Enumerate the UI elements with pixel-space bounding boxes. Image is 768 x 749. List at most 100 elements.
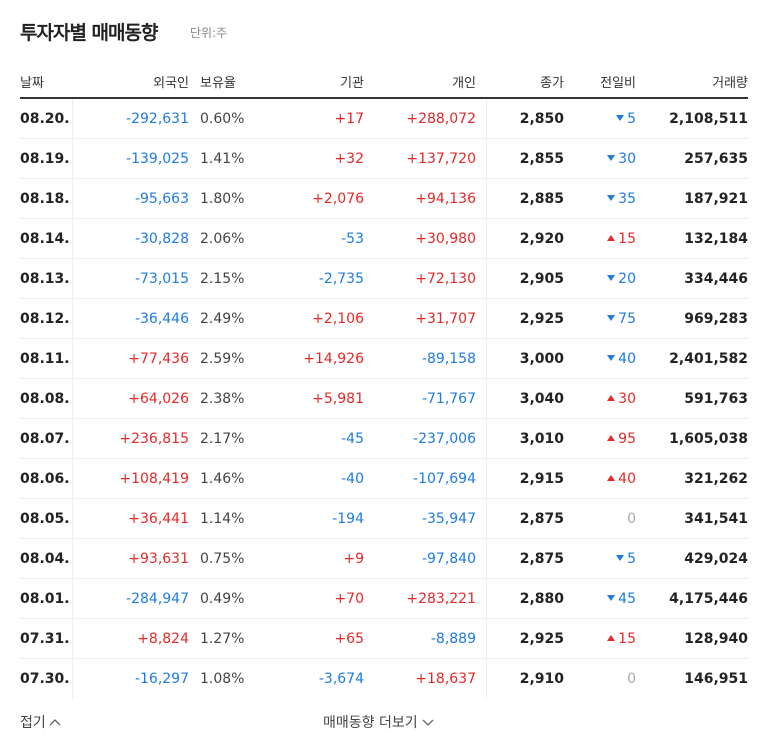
individual-cell: +94,136: [415, 191, 476, 207]
individual-cell: +283,221: [406, 591, 476, 607]
row-rule: [20, 418, 748, 419]
foreign-cell: +108,419: [119, 471, 189, 487]
close-cell: 2,925: [519, 311, 564, 327]
foreign-cell: +93,631: [128, 551, 189, 567]
individual-cell: -97,840: [421, 551, 476, 567]
change-cell: 75: [580, 299, 636, 339]
change-cell: 30: [580, 379, 636, 419]
close-cell: 2,910: [519, 671, 564, 687]
foreign-cell: -73,015: [134, 271, 189, 287]
date-cell: 07.31.: [20, 631, 70, 647]
change-cell: 20: [580, 259, 636, 299]
column-header: 종가: [540, 76, 564, 91]
institution-cell: +17: [334, 111, 364, 127]
volume-cell: 132,184: [684, 231, 748, 247]
holding-ratio-cell: 1.80%: [200, 191, 245, 207]
institution-cell: -2,735: [318, 271, 364, 287]
row-rule: [20, 178, 748, 179]
change-cell: 95: [580, 419, 636, 459]
row-rule: [20, 498, 748, 499]
row-rule: [20, 258, 748, 259]
close-cell: 3,000: [519, 351, 564, 367]
holding-ratio-cell: 2.17%: [200, 431, 245, 447]
change-cell: 40: [580, 459, 636, 499]
individual-cell: -237,006: [413, 431, 476, 447]
arrow-down: [607, 195, 616, 201]
collapse-link[interactable]: 접기: [20, 712, 62, 732]
date-cell: 08.11.: [20, 351, 70, 367]
institution-cell: +2,076: [312, 191, 364, 207]
arrow-down: [607, 355, 616, 361]
foreign-cell: -16,297: [134, 671, 189, 687]
chevron-up: [49, 719, 61, 726]
volume-cell: 334,446: [684, 271, 748, 287]
volume-cell: 429,024: [684, 551, 748, 567]
more-text: 매매동향 더보기: [323, 715, 418, 731]
individual-cell: -71,767: [421, 391, 476, 407]
column-header: 전일비: [600, 76, 636, 91]
date-cell: 08.01.: [20, 591, 70, 607]
arrow-down: [607, 275, 616, 281]
arrow-down: [616, 115, 625, 121]
foreign-cell: +8,824: [137, 631, 189, 647]
change-cell: 5: [580, 99, 636, 139]
close-cell: 3,040: [519, 391, 564, 407]
header-rule: [20, 97, 748, 99]
holding-ratio-cell: 1.27%: [200, 631, 245, 647]
change-cell: 15: [580, 619, 636, 659]
institution-cell: +5,981: [312, 391, 364, 407]
arrow-up: [607, 395, 616, 401]
close-cell: 2,905: [519, 271, 564, 287]
row-rule: [20, 338, 748, 339]
change-cell: 45: [580, 579, 636, 619]
individual-cell: -107,694: [413, 471, 476, 487]
volume-cell: 257,635: [684, 151, 748, 167]
change-cell: 5: [580, 539, 636, 579]
holding-ratio-cell: 1.41%: [200, 151, 245, 167]
arrow-up: [607, 635, 616, 641]
date-cell: 08.18.: [20, 191, 70, 207]
foreign-cell: -36,446: [134, 311, 189, 327]
close-cell: 2,875: [519, 511, 564, 527]
column-header: 거래량: [712, 76, 748, 91]
volume-cell: 591,763: [684, 391, 748, 407]
institution-cell: +65: [334, 631, 364, 647]
row-rule: [20, 378, 748, 379]
close-cell: 3,010: [519, 431, 564, 447]
date-cell: 08.08.: [20, 391, 70, 407]
holding-ratio-cell: 0.75%: [200, 551, 245, 567]
individual-cell: +30,980: [415, 231, 476, 247]
row-rule: [20, 138, 748, 139]
date-cell: 08.14.: [20, 231, 70, 247]
arrow-up: [607, 235, 616, 241]
column-header: 보유율: [200, 76, 236, 91]
more-link[interactable]: 매매동향 더보기: [323, 712, 435, 732]
close-cell: 2,915: [519, 471, 564, 487]
foreign-cell: -292,631: [126, 111, 189, 127]
date-cell: 08.05.: [20, 511, 70, 527]
institution-cell: -45: [341, 431, 364, 447]
column-header: 기관: [340, 76, 364, 91]
volume-cell: 4,175,446: [669, 591, 748, 607]
volume-cell: 128,940: [684, 631, 748, 647]
arrow-down: [607, 595, 616, 601]
collapse-text: 접기: [20, 715, 46, 731]
arrow-up: [607, 475, 616, 481]
volume-cell: 187,921: [684, 191, 748, 207]
holding-ratio-cell: 2.59%: [200, 351, 245, 367]
institution-cell: +14,926: [303, 351, 364, 367]
institution-cell: +70: [334, 591, 364, 607]
change-cell: 0: [627, 671, 636, 687]
volume-cell: 2,108,511: [669, 111, 748, 127]
institution-cell: -40: [341, 471, 364, 487]
divider: [486, 99, 487, 699]
holding-ratio-cell: 1.46%: [200, 471, 245, 487]
close-cell: 2,920: [519, 231, 564, 247]
column-header: 외국인: [153, 76, 189, 91]
individual-cell: -8,889: [430, 631, 476, 647]
date-cell: 08.12.: [20, 311, 70, 327]
foreign-cell: -139,025: [126, 151, 189, 167]
close-cell: 2,925: [519, 631, 564, 647]
individual-cell: +137,720: [406, 151, 476, 167]
